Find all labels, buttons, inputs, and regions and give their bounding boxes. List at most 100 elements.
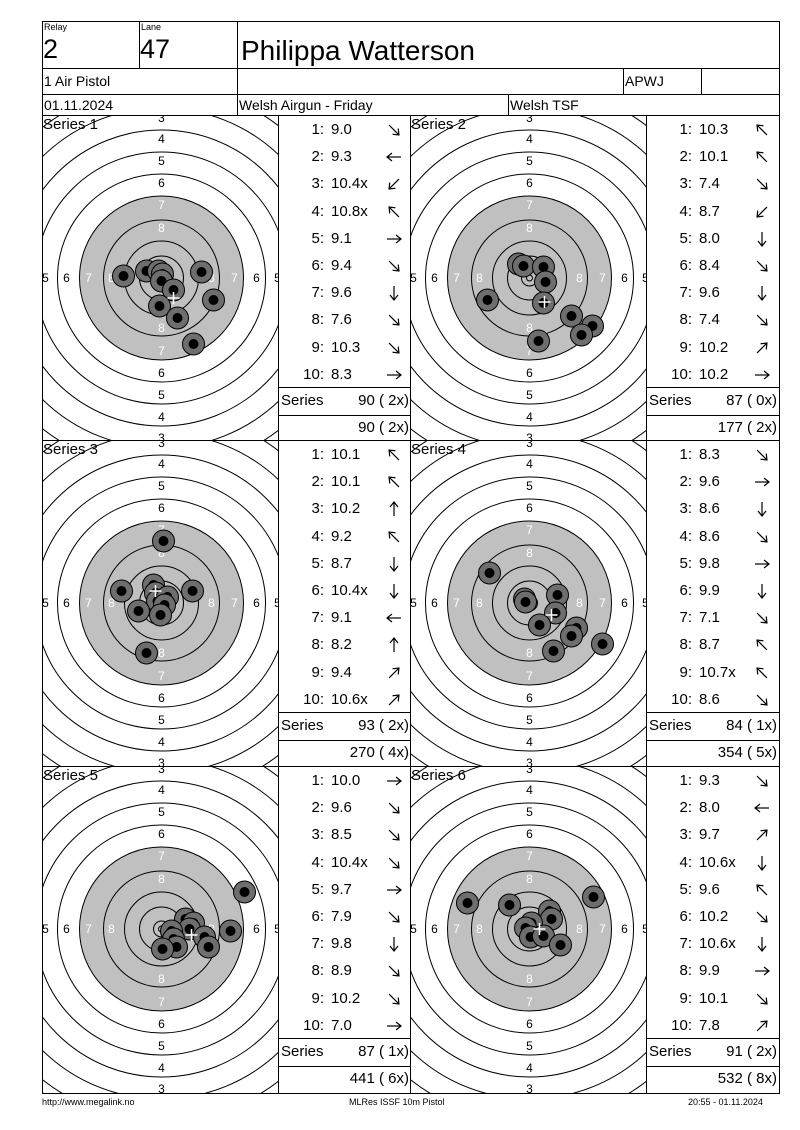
shot-hole — [112, 264, 135, 288]
shot-value: 8.0 — [699, 799, 720, 817]
target-ring — [43, 151, 279, 405]
ring-number-bottom: 6 — [526, 366, 533, 380]
ring-number-top: 5 — [158, 479, 165, 493]
target-ring — [411, 151, 647, 405]
direction-arrow-icon — [389, 286, 399, 302]
shot-number: 5: — [311, 229, 324, 247]
ring-number-top: 3 — [526, 440, 533, 450]
relay-label: Relay — [44, 22, 68, 32]
target-ring — [411, 129, 647, 427]
ring-number-top: 8 — [158, 546, 165, 560]
ring-number-top: 6 — [158, 176, 165, 190]
shot-number: 9: — [679, 989, 692, 1007]
shot-value: 10.8x — [331, 202, 368, 220]
direction-arrow-icon — [756, 829, 768, 841]
target-ring — [57, 173, 266, 383]
shot-number: 6: — [679, 257, 692, 274]
direction-arrow-icon — [756, 206, 768, 218]
shot-number: 10: — [671, 365, 692, 383]
direction-arrow-icon — [388, 476, 400, 488]
shot-row: 4: 8.7 — [647, 204, 779, 231]
shot-row: 10: 10.2 — [647, 367, 779, 394]
shot-number: 3: — [679, 500, 692, 518]
direction-arrow-icon — [756, 531, 768, 543]
competition-name: Welsh Airgun - Friday — [239, 97, 373, 113]
ring-number-bottom: 4 — [158, 1061, 165, 1075]
series-title: Series 1 — [43, 116, 99, 133]
shot-row: 5: 9.6 — [647, 882, 779, 909]
shot-value: 8.2 — [331, 636, 352, 654]
ring-number-left: 8 — [108, 271, 115, 285]
mean-point-of-impact — [167, 292, 180, 304]
shot-number: 4: — [679, 202, 692, 220]
ring-number-left: 5 — [43, 271, 49, 285]
ring-number-bottom: 3 — [158, 1082, 165, 1093]
running-total: 532 ( 8x) — [717, 1070, 777, 1087]
direction-arrow-icon — [757, 502, 767, 518]
direction-arrow-icon — [756, 884, 768, 896]
direction-arrow-icon — [756, 694, 768, 706]
shot-value: 7.1 — [699, 609, 720, 627]
shot-row: 3: 8.6 — [647, 501, 779, 528]
direction-arrow-icon — [389, 637, 399, 653]
shot-number: 5: — [679, 554, 692, 572]
direction-arrow-icon — [756, 341, 768, 353]
shot-row: 5: 9.1 — [279, 231, 411, 258]
shot-value: 9.6 — [331, 799, 352, 817]
shot-hole — [219, 919, 242, 943]
ring-number-left: 8 — [476, 922, 483, 936]
direction-arrow-icon — [756, 260, 768, 272]
shot-number: 1: — [311, 121, 324, 138]
ring-number-top: 4 — [158, 457, 165, 471]
ring-number-right: 5 — [274, 596, 279, 610]
shot-row: 7: 9.8 — [279, 936, 411, 963]
shot-row: 2: 9.6 — [279, 800, 411, 827]
ring-number-bottom: 6 — [158, 1017, 165, 1031]
mean-point-of-impact — [533, 923, 546, 935]
shot-value: 8.3 — [699, 446, 720, 463]
organizer-name: Welsh TSF — [510, 97, 579, 113]
shot-number: 10: — [303, 365, 324, 383]
ring-number-left: 5 — [43, 922, 49, 936]
shot-number: 10: — [671, 690, 692, 708]
shot-value: 10.6x — [331, 690, 368, 708]
series-total: 87 ( 1x) — [358, 1043, 409, 1060]
series-total: 91 ( 2x) — [726, 1043, 777, 1060]
series-total-divider — [647, 387, 779, 388]
shot-hole — [591, 632, 614, 656]
ring-number-bottom: 7 — [158, 344, 165, 358]
shot-number: 3: — [311, 175, 324, 193]
shot-row: 3: 10.2 — [279, 501, 411, 528]
ring-number-top: 6 — [526, 827, 533, 841]
shot-hole — [542, 639, 565, 663]
shot-number: 7: — [311, 284, 324, 302]
shot-hole — [190, 260, 213, 284]
header-col-lane — [237, 21, 238, 115]
target-ring — [43, 802, 279, 1056]
shot-value: 9.3 — [699, 772, 720, 789]
shot-row: 4: 10.6x — [647, 855, 779, 882]
series-total-label: Series — [649, 1043, 692, 1060]
shot-number: 9: — [311, 338, 324, 356]
shot-value: 10.2 — [331, 500, 361, 518]
series-total-divider — [279, 387, 411, 388]
direction-arrow-icon — [756, 775, 768, 787]
ring-number-bottom: 8 — [526, 972, 533, 986]
shot-number: 2: — [679, 148, 692, 166]
direction-arrow-icon — [755, 559, 770, 569]
ring-number-bottom: 3 — [158, 756, 165, 766]
frame-bottom — [42, 1093, 780, 1094]
running-total: 177 ( 2x) — [717, 419, 777, 436]
target-ring — [411, 454, 647, 752]
target-ring — [43, 129, 279, 427]
ring-number-right: 7 — [599, 922, 606, 936]
shot-number: 10: — [303, 1016, 324, 1034]
ring-number-left: 7 — [85, 922, 92, 936]
ring-number-top: 8 — [526, 221, 533, 235]
ring-number-bottom: 7 — [526, 995, 533, 1009]
shot-row: 2: 9.3 — [279, 149, 411, 176]
ring-number-top: 5 — [526, 479, 533, 493]
shot-value: 7.0 — [331, 1016, 352, 1034]
ring-number-left: 5 — [411, 271, 417, 285]
shot-value: 10.1 — [331, 446, 361, 463]
